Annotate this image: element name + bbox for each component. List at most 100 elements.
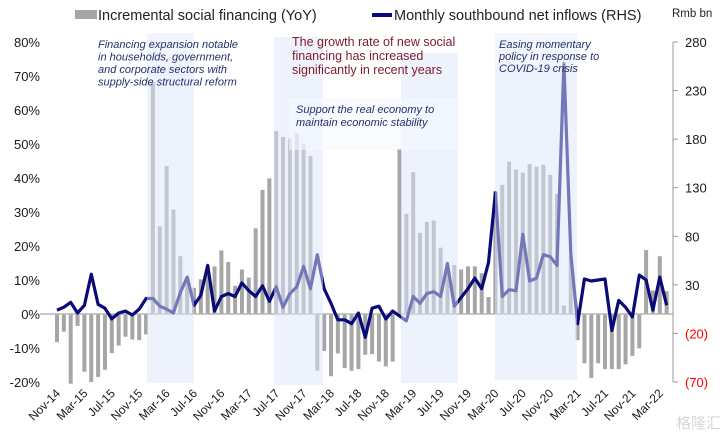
bar [356,314,361,370]
bar [322,314,327,352]
watermark-logo: 格隆汇 [676,415,721,432]
bar [383,314,388,367]
right-axis-unit: Rmb bn [672,8,712,20]
annotation-covid-easing: COVID-19 crisis [499,63,578,75]
bar [472,266,477,314]
bar [267,178,272,314]
bar [575,314,580,341]
bar [239,269,244,314]
bar [55,314,59,343]
x-axis-tick-label: Mar-21 [547,386,584,423]
bar [246,277,251,314]
highlight-period-1 [147,33,194,383]
annotation-supply-side-reform: in households, government, [98,52,233,64]
left-axis-tick-label: 30% [14,205,40,220]
bar [61,314,66,332]
bar [226,261,231,314]
bar [376,314,381,362]
right-axis-tick-label: (20) [685,326,708,341]
annotation-real-economy: Support the real economy to [296,104,434,116]
highlight-period-2 [274,37,323,385]
left-axis-tick-label: 20% [14,239,40,254]
highlight-period-4 [495,33,577,380]
annotation-real-economy: maintain economic stability [296,117,429,129]
bar [657,256,662,314]
bar [397,148,402,314]
bar [233,285,238,314]
legend-bar-label: Incremental social financing (YoY) [98,8,317,24]
bar [68,314,73,384]
right-axis-tick-label: 230 [685,84,707,99]
bar [616,314,621,370]
bar [253,228,258,314]
bar [96,314,101,377]
annotation-box [289,98,459,150]
bar [102,314,107,370]
bar [89,314,94,382]
left-axis-tick-label: 60% [14,103,40,118]
bar [479,273,484,314]
bar [609,314,614,370]
x-axis-tick-label: Mar-17 [218,386,255,423]
legend-line-label: Monthly southbound net inflows (RHS) [394,8,641,24]
bar [260,189,265,314]
left-axis-tick-label: 80% [14,35,40,50]
left-axis-tick-label: -20% [10,375,41,390]
bar [329,314,333,377]
bar [109,314,114,354]
x-axis-tick-label: Mar-22 [629,386,666,423]
annotation-growth-rate: The growth rate of new social [292,35,455,49]
right-axis-tick-label: (70) [685,375,708,390]
bar [144,314,149,335]
bar [137,314,142,341]
right-axis-tick-label: 80 [685,229,699,244]
bar [75,314,80,326]
annotation-supply-side-reform: supply-side structural reform [98,77,237,89]
right-axis-tick-label: 280 [685,35,707,50]
bar [486,297,491,314]
left-axis-tick-label: 10% [14,273,40,288]
bar [390,314,395,362]
bar [212,266,217,314]
bar [370,314,375,355]
right-axis-tick-label: 130 [685,181,707,196]
left-axis-tick-label: 0% [21,307,40,322]
annotation-box [495,33,577,66]
bar [130,314,135,340]
x-axis-tick-label: Mar-16 [136,386,173,423]
bar [603,314,607,370]
bar [82,314,87,372]
annotation-growth-rate: significantly in recent years [292,63,442,77]
annotation-supply-side-reform: and corporate sectors with [98,64,227,76]
bar [349,314,354,371]
annotation-growth-rate: financing has increased [292,49,423,63]
x-axis-tick-label: Mar-19 [383,386,420,423]
annotation-covid-easing: Easing momentary [499,39,592,51]
left-axis-tick-label: 50% [14,137,40,152]
x-axis-tick-label: Mar-15 [54,386,91,423]
bar [335,314,340,354]
bar [123,314,128,337]
bar [589,314,594,378]
right-axis-tick-label: 180 [685,132,707,147]
annotation-covid-easing: policy in response to [498,51,599,63]
bar [205,266,210,314]
x-axis-tick-label: Mar-20 [465,386,502,423]
bar [116,314,121,346]
legend-bar-swatch [75,10,97,19]
left-axis-tick-label: 40% [14,171,40,186]
annotation-supply-side-reform: Financing expansion notable [98,39,238,51]
bar [342,314,347,369]
bar [459,269,464,314]
bar [596,314,601,364]
x-axis-tick-label: Mar-18 [300,386,337,423]
left-axis-tick-label: 70% [14,69,40,84]
bar [623,314,628,365]
bar [219,250,224,314]
annotation-box [147,33,194,69]
right-axis-tick-label: 30 [685,278,699,293]
bar [637,314,642,349]
bar [630,314,635,356]
left-axis-tick-label: -10% [10,341,41,356]
